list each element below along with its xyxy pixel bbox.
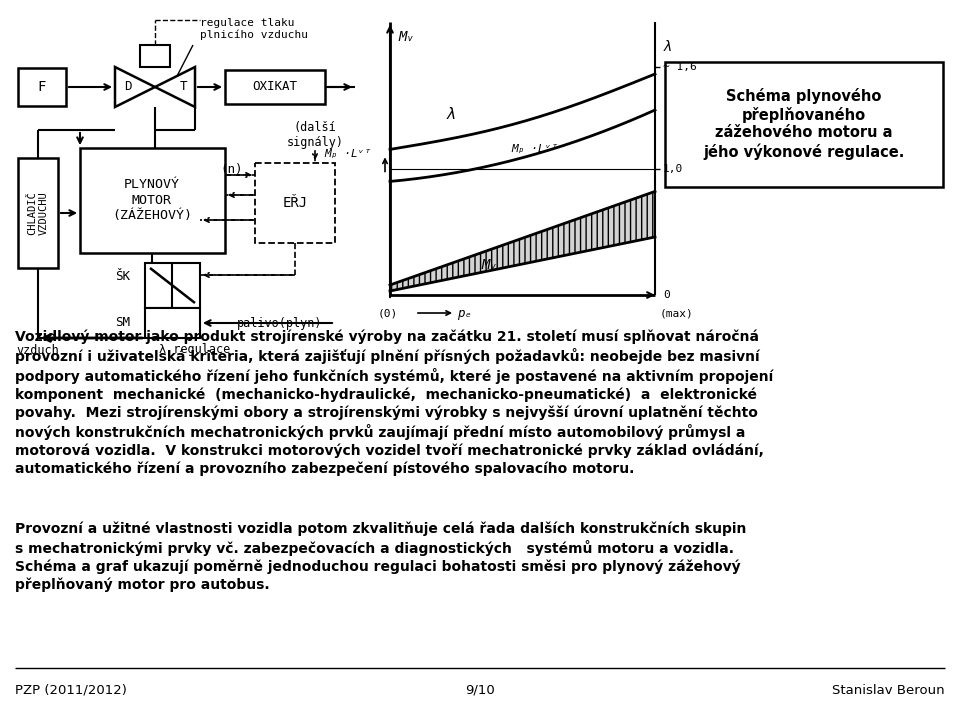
- Text: Provozní a užitné vlastnosti vozidla potom zkvalitňuje celá řada dalších konstru: Provozní a užitné vlastnosti vozidla pot…: [15, 522, 746, 593]
- Text: Mₚ ·Lᵛᵀ: Mₚ ·Lᵛᵀ: [324, 149, 372, 159]
- Text: 1,0: 1,0: [663, 164, 684, 174]
- Text: palivo(plyn): palivo(plyn): [237, 316, 323, 329]
- Text: SM: SM: [115, 316, 130, 329]
- Text: λ regulace: λ regulace: [159, 343, 230, 357]
- Text: Mᵥ: Mᵥ: [398, 30, 415, 44]
- Bar: [18, 68, 66, 106]
- Text: 9/10: 9/10: [466, 683, 494, 697]
- Polygon shape: [155, 67, 195, 107]
- Polygon shape: [390, 191, 655, 291]
- Text: F: F: [37, 80, 46, 94]
- Text: PLYNOVÝ
MOTOR
(ZÁŽEHOVÝ): PLYNOVÝ MOTOR (ZÁŽEHOVÝ): [112, 178, 192, 222]
- Text: λ: λ: [663, 40, 671, 54]
- Polygon shape: [115, 67, 155, 107]
- Text: Schéma plynového
přeplňovaného
zážehového motoru a
jého výkonové regulace.: Schéma plynového přeplňovaného zážehovéh…: [704, 88, 904, 159]
- Text: OXIKAT: OXIKAT: [252, 81, 298, 93]
- Bar: [140, 45, 170, 67]
- Text: Stanislav Beroun: Stanislav Beroun: [832, 683, 945, 697]
- Text: regulace tlaku: regulace tlaku: [200, 18, 295, 28]
- Text: plnicího vzduchu: plnicího vzduchu: [200, 30, 308, 40]
- Text: (n): (n): [221, 164, 243, 176]
- Bar: [18, 158, 58, 268]
- Text: Vozidlový motor jako produkt strojírenské výroby na začátku 21. století musí spl: Vozidlový motor jako produkt strojírensk…: [15, 330, 773, 476]
- Text: EŘJ: EŘJ: [282, 196, 307, 210]
- Bar: [145, 263, 200, 308]
- Text: Mₚ ·Lᵛᵀ: Mₚ ·Lᵛᵀ: [512, 144, 559, 154]
- Text: pₑ: pₑ: [458, 307, 472, 319]
- Bar: [225, 70, 325, 104]
- Text: (max): (max): [660, 308, 694, 318]
- Text: T: T: [180, 81, 187, 93]
- Bar: [255, 163, 335, 243]
- Text: ŠK: ŠK: [115, 270, 130, 283]
- Bar: [145, 308, 200, 338]
- Text: vzduch: vzduch: [16, 343, 60, 357]
- Text: (další
signály): (další signály): [286, 121, 344, 149]
- Bar: [80, 148, 225, 253]
- Text: CHLADIČ
VZDUCHU: CHLADIČ VZDUCHU: [27, 191, 49, 235]
- Text: ~ 1,6: ~ 1,6: [663, 62, 697, 72]
- Text: (0): (0): [378, 308, 398, 318]
- Text: D: D: [124, 81, 132, 93]
- Text: Mᵥ: Mᵥ: [482, 258, 498, 272]
- Bar: [665, 62, 943, 187]
- Text: λ: λ: [445, 107, 455, 122]
- Text: 0: 0: [663, 290, 670, 300]
- Text: PZP (2011/2012): PZP (2011/2012): [15, 683, 127, 697]
